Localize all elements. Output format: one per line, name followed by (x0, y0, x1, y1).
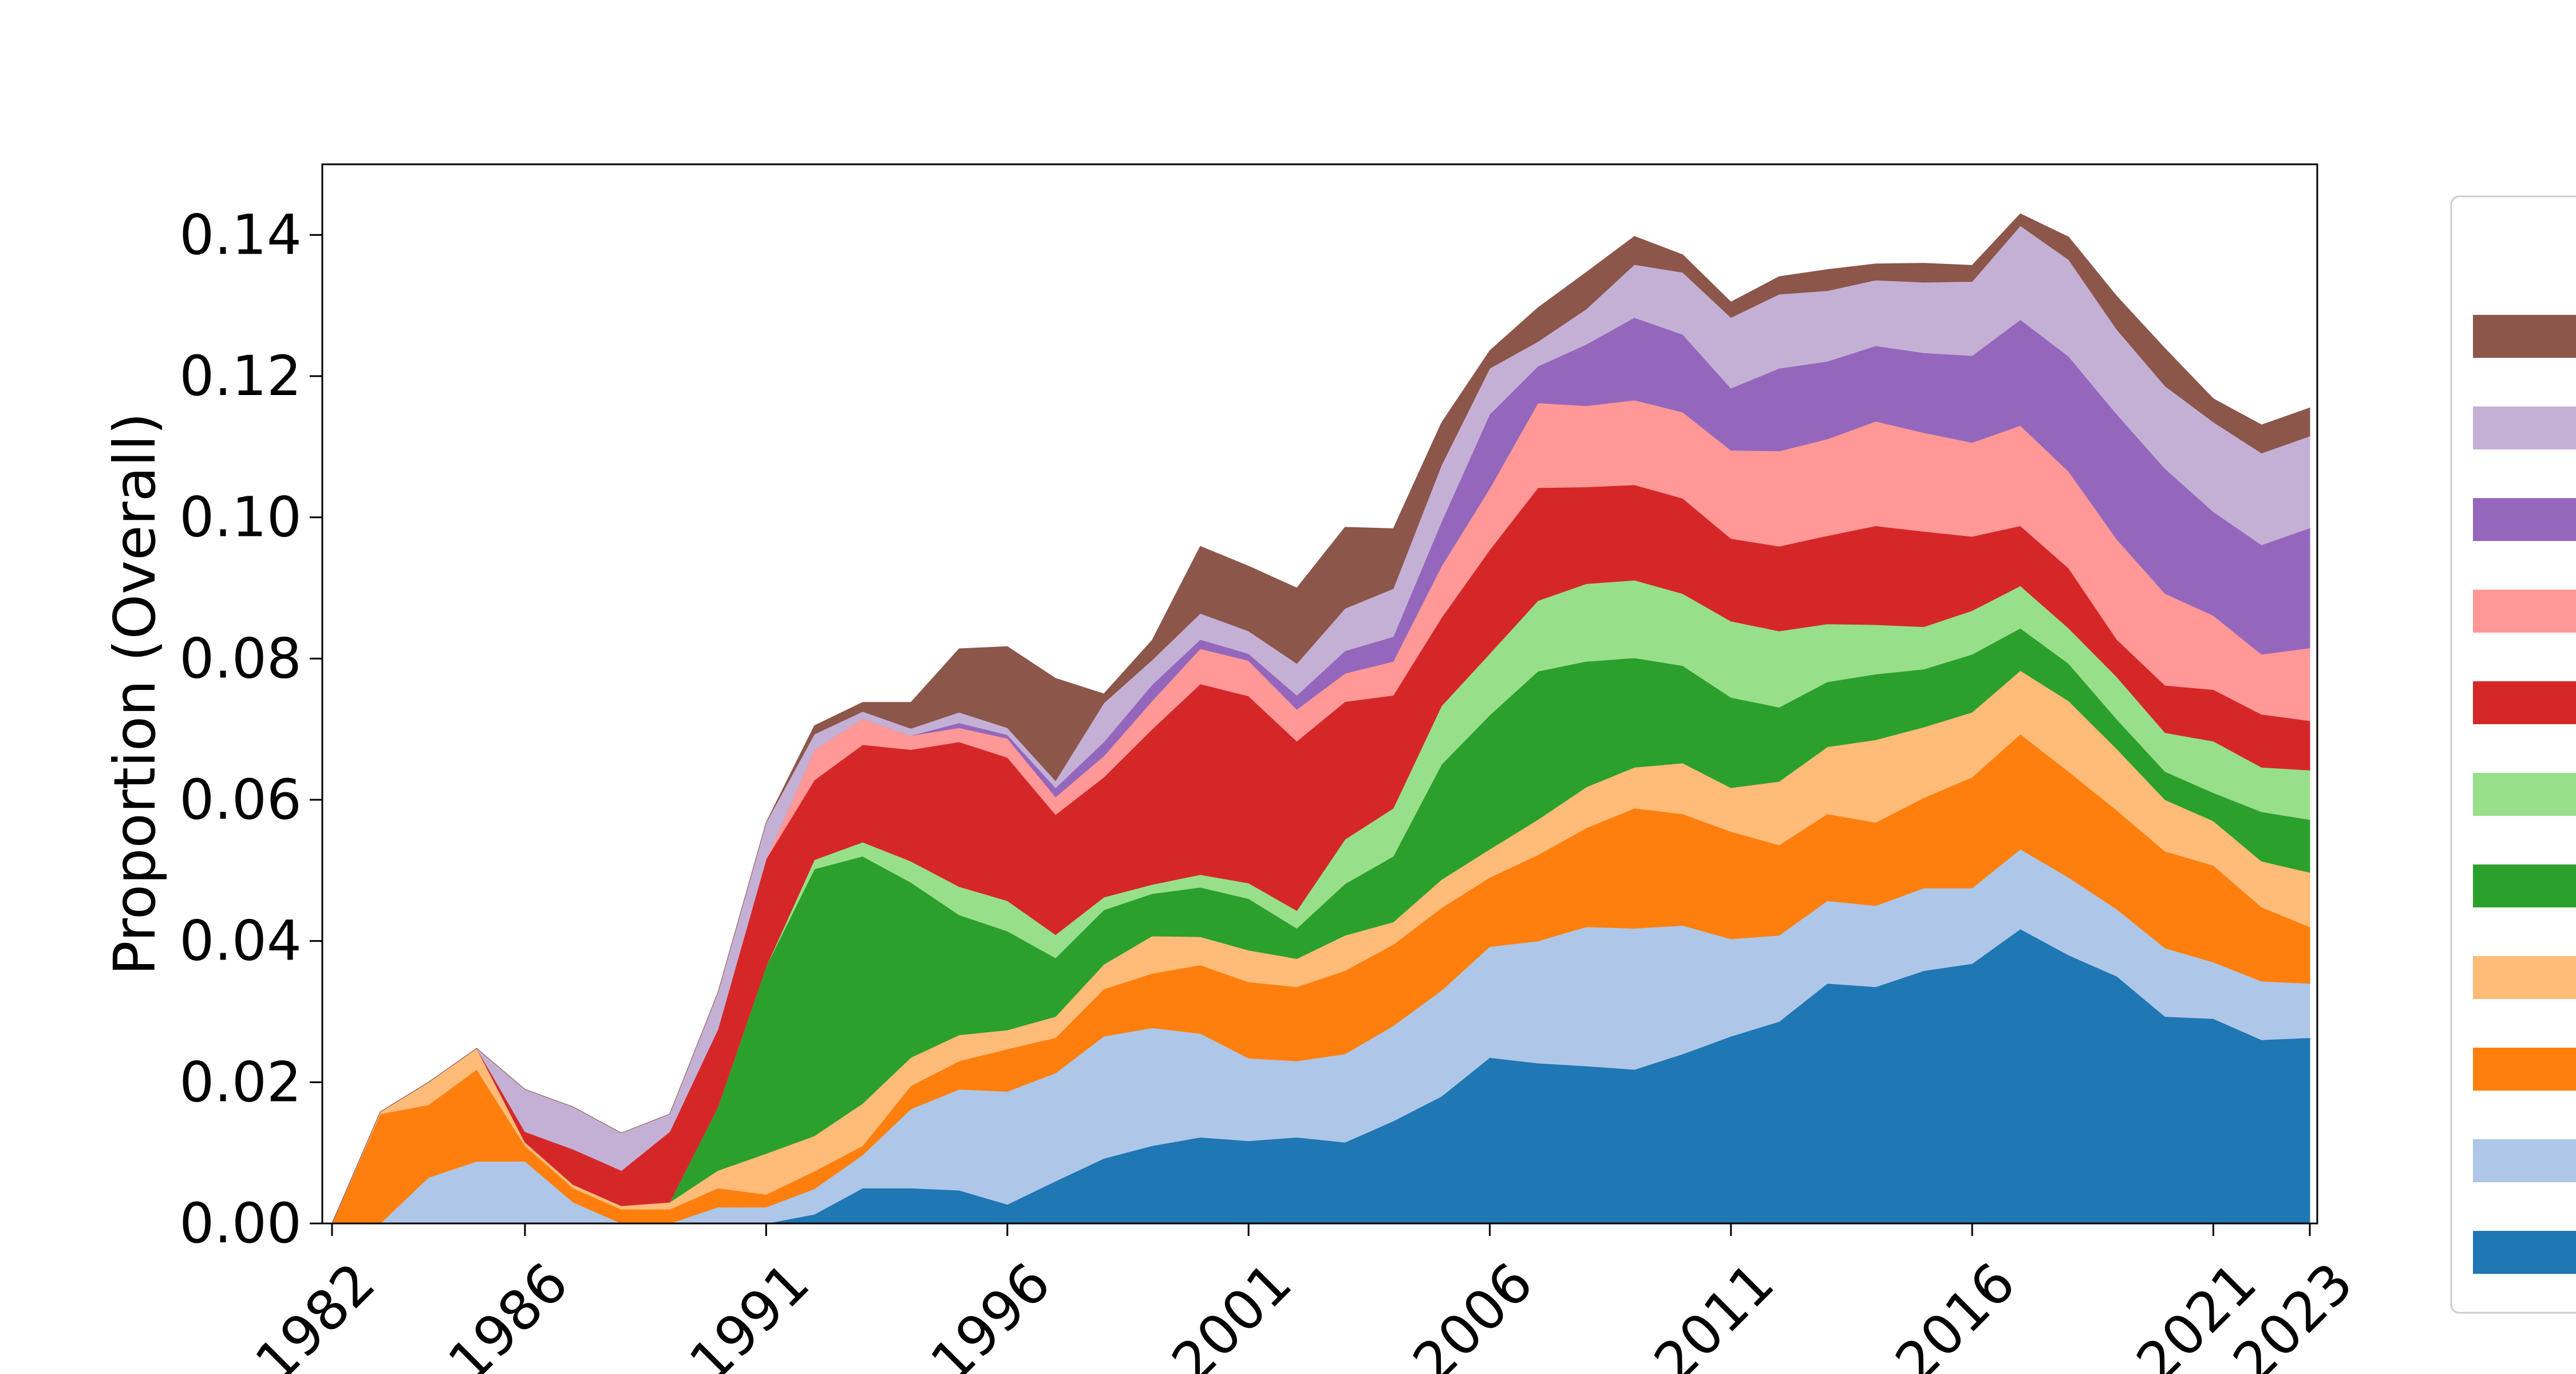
legend-box (2450, 195, 2576, 1314)
legend-swatch (2473, 1231, 2576, 1274)
x-tick-label: 1991 (677, 1250, 821, 1374)
y-axis-label: Proportion (Overall) (101, 412, 168, 975)
legend (2450, 195, 2576, 1314)
y-tick-label: 0.06 (179, 768, 302, 832)
legend-swatch (2473, 406, 2576, 449)
x-tick-label: 1982 (243, 1250, 388, 1374)
x-tick-label: 2006 (1401, 1250, 1545, 1374)
legend-swatch (2473, 681, 2576, 724)
legend-swatch (2473, 1139, 2576, 1182)
y-tick-label: 0.10 (179, 485, 302, 550)
y-tick-label: 0.14 (179, 203, 302, 267)
legend-swatch (2473, 498, 2576, 541)
y-tick-label: 0.02 (179, 1050, 302, 1114)
area-series-group (331, 213, 2310, 1224)
y-axis: 0.00 0.02 0.04 0.06 0.08 0.10 0.12 0.14 (179, 203, 322, 1255)
legend-swatch (2473, 864, 2576, 907)
plot-frame (321, 163, 2318, 1225)
y-tick-label: 0.12 (179, 344, 302, 408)
legend-swatch (2473, 315, 2576, 358)
x-tick-label: 2011 (1642, 1250, 1786, 1374)
legend-swatch (2473, 956, 2576, 999)
legend-swatch (2473, 1048, 2576, 1091)
legend-swatch (2473, 590, 2576, 633)
area-series-11 (331, 213, 2310, 1224)
legend-swatch (2473, 773, 2576, 816)
x-tick-label: 1986 (436, 1250, 580, 1374)
x-tick-label: 2001 (1160, 1250, 1304, 1374)
x-tick-label: 1996 (918, 1250, 1062, 1374)
y-tick-label: 0.04 (179, 909, 302, 973)
y-tick-label: 0.00 (179, 1191, 302, 1255)
x-tick-label: 2016 (1883, 1250, 2028, 1374)
y-tick-label: 0.08 (179, 626, 302, 690)
legend-swatches (2473, 315, 2576, 1274)
